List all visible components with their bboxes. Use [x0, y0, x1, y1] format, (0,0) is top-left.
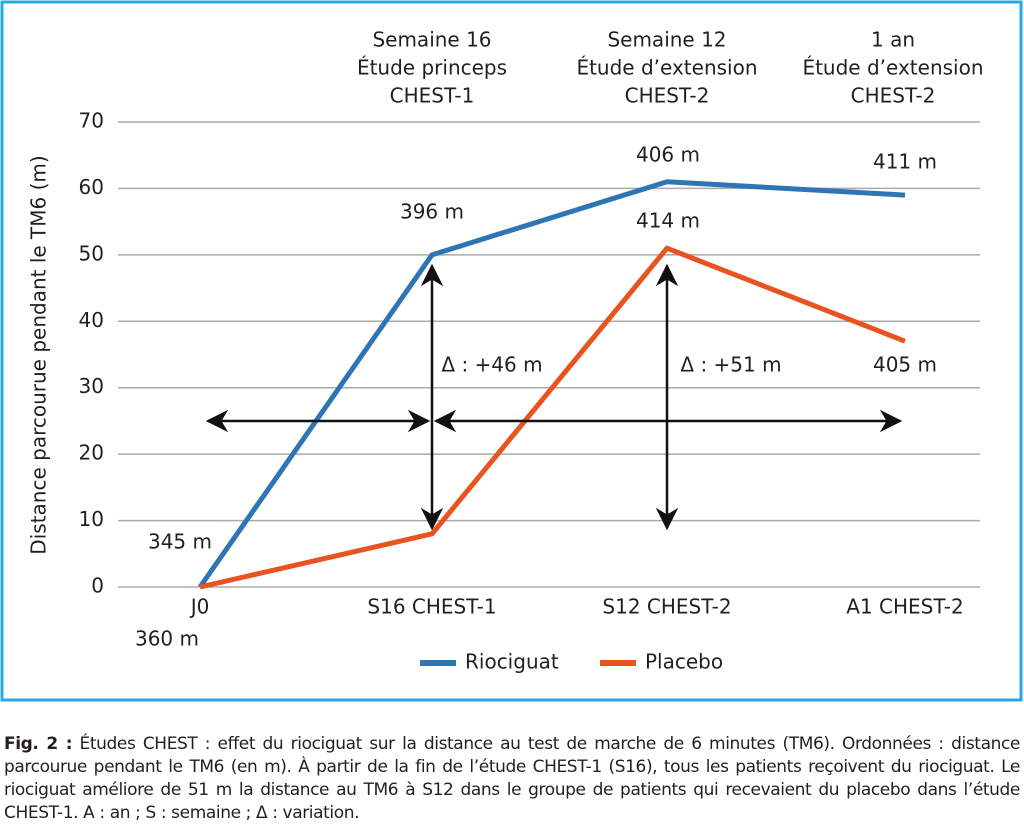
- column-header: CHEST-2: [625, 84, 710, 108]
- x-tick-label: S12 CHEST-2: [602, 595, 731, 619]
- point-label: 406 m: [636, 143, 700, 167]
- arrows: [205, 263, 903, 531]
- caption-label: Fig. 2 :: [4, 734, 73, 754]
- y-tick-label: 20: [79, 441, 104, 465]
- column-header: CHEST-1: [390, 84, 475, 108]
- y-tick-label: 30: [79, 374, 104, 398]
- frame: [0, 0, 1023, 702]
- column-header: Étude princeps: [357, 56, 507, 80]
- point-label: 411 m: [873, 150, 937, 174]
- y-tick-label: 0: [91, 574, 104, 598]
- point-label: 396 m: [400, 200, 464, 224]
- x-tick-label: J0: [189, 595, 210, 619]
- y-tick-label: 70: [79, 109, 104, 133]
- point-label: 405 m: [873, 353, 937, 377]
- column-header: Étude d’extension: [802, 56, 983, 80]
- point-label: 360 m: [135, 627, 199, 651]
- y-tick-label: 60: [79, 175, 104, 199]
- x-tick-label: A1 CHEST-2: [846, 595, 963, 619]
- y-tick-label: 50: [79, 241, 104, 265]
- chart: Distance parcourue pendant le TM6 (m) 0 1…: [0, 0, 1023, 702]
- legend-label: Placebo: [645, 650, 723, 674]
- y-tick-label: 40: [79, 308, 104, 332]
- caption: Fig. 2 : Études CHEST : effet du riocigu…: [4, 733, 1020, 825]
- annotation: Δ : +46 m: [441, 353, 542, 377]
- column-header: Semaine 16: [372, 28, 491, 52]
- point-label: 345 m: [148, 530, 212, 554]
- column-header: CHEST-2: [851, 84, 936, 108]
- legend-label: Riociguat: [465, 650, 559, 674]
- caption-text: Études CHEST : effet du riociguat sur la…: [4, 734, 1020, 823]
- column-header: Semaine 12: [607, 28, 726, 52]
- column-header: 1 an: [871, 28, 915, 52]
- y-tick-label: 10: [79, 507, 104, 531]
- y-axis-label: Distance parcourue pendant le TM6 (m): [27, 155, 51, 554]
- series-line: [199, 245, 906, 590]
- x-tick-label: S16 CHEST-1: [367, 595, 496, 619]
- point-label: 414 m: [636, 209, 700, 233]
- annotation: Δ : +51 m: [680, 353, 781, 377]
- column-header: Étude d’extension: [576, 56, 757, 80]
